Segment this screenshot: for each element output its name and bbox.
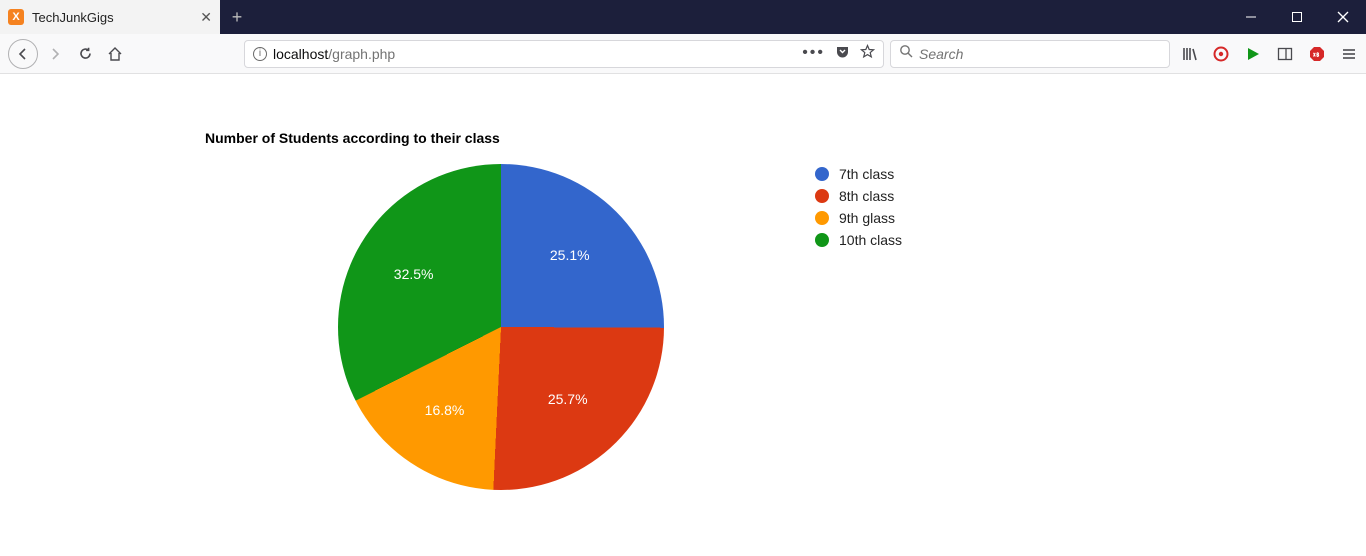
legend-label: 8th class	[839, 188, 894, 204]
chart-title: Number of Students according to their cl…	[205, 130, 500, 146]
new-tab-button[interactable]: +	[220, 0, 254, 34]
browser-tab[interactable]: X TechJunkGigs ✕	[0, 0, 220, 34]
pocket-icon[interactable]	[835, 44, 850, 64]
sidebar-icon[interactable]	[1276, 45, 1294, 63]
library-icon[interactable]	[1180, 45, 1198, 63]
legend-swatch	[815, 167, 829, 181]
page-content: Number of Students according to their cl…	[0, 74, 1366, 556]
legend-swatch	[815, 211, 829, 225]
url-bar[interactable]: i localhost/graph.php •••	[244, 40, 884, 68]
legend-label: 7th class	[839, 166, 894, 182]
slice-label-10th: 32.5%	[394, 266, 434, 282]
url-text: localhost/graph.php	[273, 46, 395, 62]
nav-forward-button[interactable]	[42, 41, 68, 67]
legend-item-8th[interactable]: 8th class	[815, 188, 902, 204]
browser-toolbar: i localhost/graph.php ••• Search	[0, 34, 1366, 74]
slice-label-9th: 16.8%	[425, 402, 465, 418]
bookmark-star-icon[interactable]	[860, 44, 875, 64]
legend-swatch	[815, 233, 829, 247]
nav-reload-button[interactable]	[72, 41, 98, 67]
window-minimize-button[interactable]	[1228, 0, 1274, 34]
legend-item-10th[interactable]: 10th class	[815, 232, 902, 248]
nav-back-button[interactable]	[8, 39, 38, 69]
tab-close-icon[interactable]: ✕	[200, 9, 212, 26]
site-info-icon[interactable]: i	[253, 47, 267, 61]
slice-label-8th: 25.7%	[548, 391, 588, 407]
search-placeholder: Search	[919, 46, 963, 62]
search-icon	[899, 44, 913, 63]
search-bar[interactable]: Search	[890, 40, 1170, 68]
adblock-icon[interactable]	[1308, 45, 1326, 63]
ublock-icon[interactable]	[1212, 45, 1230, 63]
chart-legend: 7th class 8th class 9th glass 10th class	[815, 166, 902, 254]
pie-chart[interactable]: 25.1% 25.7% 16.8% 32.5%	[338, 164, 664, 490]
tab-title: TechJunkGigs	[32, 10, 192, 25]
window-maximize-button[interactable]	[1274, 0, 1320, 34]
tab-favicon: X	[8, 9, 24, 25]
menu-icon[interactable]	[1340, 45, 1358, 63]
page-actions-icon[interactable]: •••	[802, 44, 825, 64]
legend-item-7th[interactable]: 7th class	[815, 166, 902, 182]
window-titlebar: X TechJunkGigs ✕ +	[0, 0, 1366, 34]
nav-home-button[interactable]	[102, 41, 128, 67]
window-close-button[interactable]	[1320, 0, 1366, 34]
legend-label: 10th class	[839, 232, 902, 248]
idm-icon[interactable]	[1244, 45, 1262, 63]
legend-swatch	[815, 189, 829, 203]
legend-item-9th[interactable]: 9th glass	[815, 210, 902, 226]
slice-label-7th: 25.1%	[550, 247, 590, 263]
legend-label: 9th glass	[839, 210, 895, 226]
